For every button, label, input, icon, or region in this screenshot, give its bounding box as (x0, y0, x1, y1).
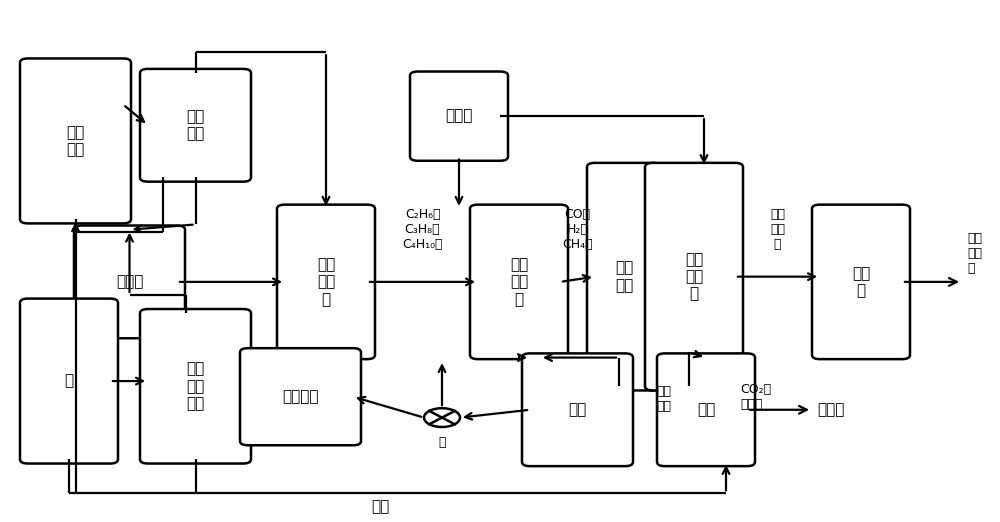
Text: 水: 水 (64, 374, 74, 388)
FancyBboxPatch shape (140, 69, 251, 182)
FancyBboxPatch shape (240, 348, 361, 445)
FancyBboxPatch shape (470, 205, 568, 359)
Text: 二级
重整
器: 二级 重整 器 (510, 257, 528, 307)
Text: 一级
重整
器: 一级 重整 器 (317, 257, 335, 307)
Text: 冷阱: 冷阱 (568, 402, 587, 417)
FancyBboxPatch shape (522, 353, 633, 466)
Text: CO₂、
水蒸气: CO₂、 水蒸气 (740, 383, 771, 411)
FancyBboxPatch shape (74, 226, 185, 338)
Text: 热利用: 热利用 (817, 402, 844, 417)
FancyBboxPatch shape (20, 299, 118, 464)
FancyBboxPatch shape (812, 205, 910, 359)
Text: 热量: 热量 (697, 402, 715, 417)
FancyBboxPatch shape (140, 309, 251, 464)
Text: 氧气罐: 氧气罐 (445, 109, 473, 124)
Text: C₂H₆、
C₃H₈、
C₄H₁₀等: C₂H₆、 C₃H₈、 C₄H₁₀等 (402, 208, 443, 251)
FancyBboxPatch shape (20, 58, 131, 223)
FancyBboxPatch shape (657, 353, 755, 466)
Text: 供热: 供热 (371, 499, 389, 514)
Text: 交流
电输
出: 交流 电输 出 (967, 232, 982, 275)
Text: 直流
电输
出: 直流 电输 出 (770, 208, 785, 251)
Text: 硫吸
附器: 硫吸 附器 (186, 109, 205, 141)
Text: 余热
回收: 余热 回收 (656, 385, 672, 413)
Text: 混合炉: 混合炉 (116, 275, 143, 289)
Text: 气相色谱: 气相色谱 (282, 389, 319, 404)
FancyBboxPatch shape (410, 72, 508, 161)
Text: 催化
涂层: 催化 涂层 (615, 260, 633, 293)
Text: 燃料
电池
堆: 燃料 电池 堆 (685, 252, 703, 302)
FancyBboxPatch shape (277, 205, 375, 359)
Text: 变流
器: 变流 器 (852, 266, 870, 298)
FancyBboxPatch shape (587, 163, 661, 390)
Text: 液态
燃油: 液态 燃油 (66, 125, 85, 157)
FancyBboxPatch shape (645, 163, 743, 390)
Text: CO、
H₂、
CH₄等: CO、 H₂、 CH₄等 (562, 208, 593, 251)
Text: 泵: 泵 (438, 436, 446, 449)
Text: 水蒸
气发
生器: 水蒸 气发 生器 (186, 361, 205, 411)
